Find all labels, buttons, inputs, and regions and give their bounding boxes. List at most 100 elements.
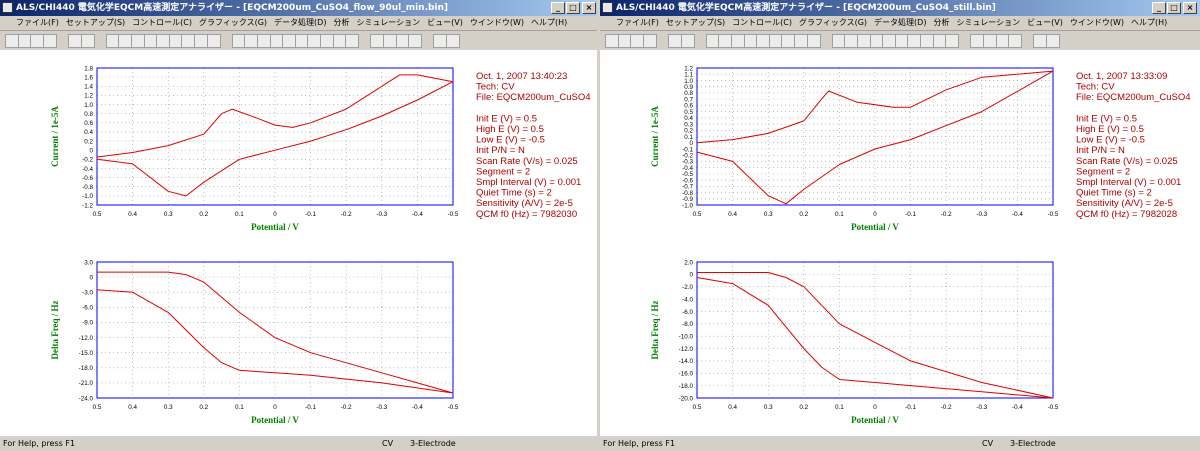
status-help: For Help, press F1	[3, 439, 76, 448]
menu-item[interactable]: データ処理(D)	[874, 18, 927, 27]
menu-item[interactable]: セットアップ(S)	[65, 18, 126, 27]
y-tick-label: -18.0	[679, 383, 694, 390]
tool-button[interactable]	[1008, 34, 1023, 48]
status-mode: CV	[382, 439, 394, 448]
x-tick-label: -0.2	[341, 211, 352, 218]
maximize[interactable]: □	[566, 2, 580, 14]
x-tick-label: -0.1	[305, 404, 316, 411]
tool-button[interactable]	[806, 34, 821, 48]
y-tick-label: -0.6	[82, 175, 93, 182]
y-tick-label: 1.1	[684, 72, 693, 79]
x-tick-label: 0	[873, 404, 877, 411]
menu-item[interactable]: ヘルプ(H)	[1131, 18, 1168, 27]
y-tick-label: -1.2	[82, 202, 93, 209]
x-tick-label: 0.1	[235, 404, 244, 411]
menu-item[interactable]: ウインドウ(W)	[469, 18, 525, 27]
menu-item[interactable]: ファイル(F)	[16, 18, 59, 27]
y-tick-label: -0.8	[682, 190, 693, 197]
x-tick-label: -0.2	[941, 211, 952, 218]
menu-item[interactable]: シミュレーション	[356, 18, 421, 27]
y-tick-label: 0.5	[684, 109, 693, 116]
tool-button[interactable]	[408, 34, 423, 48]
menu-item[interactable]: 分析	[333, 18, 350, 27]
y-tick-label: 0.4	[684, 115, 693, 122]
menu-item[interactable]: ビュー(V)	[1027, 18, 1063, 27]
y-tick-label: 0.3	[684, 121, 693, 128]
y-tick-label: 0.8	[684, 90, 693, 97]
app-window: ALS/CHI440 電気化学EQCM高速測定アナライザー - [EQCM200…	[0, 0, 597, 451]
x-axis-title: Potential / V	[851, 415, 899, 425]
y-tick-label: 0.8	[84, 111, 93, 118]
x-tick-label: 0.5	[93, 211, 102, 218]
x-tick-label: -0.5	[448, 211, 459, 218]
y-tick-label: 3.0	[84, 259, 93, 266]
menu-bar: ファイル(F) セットアップ(S) コントロール(C) グラフィックス(G) データ処理…	[0, 16, 597, 31]
y-tick-label: -8.0	[682, 321, 693, 328]
menu-item[interactable]: セットアップ(S)	[665, 18, 726, 27]
plot-frame	[696, 67, 1054, 206]
x-tick-label: -0.5	[448, 404, 459, 411]
minimize[interactable]: _	[551, 2, 565, 14]
info-line: Tech: CV	[1076, 82, 1115, 93]
minimize[interactable]: _	[1152, 2, 1166, 14]
menu-item[interactable]: ビュー(V)	[427, 18, 463, 27]
y-tick-label: 0.1	[684, 134, 693, 141]
menu-item[interactable]: ウインドウ(W)	[1069, 18, 1125, 27]
x-tick-label: 0.1	[835, 404, 844, 411]
info-line: High E (V) = 0.5	[476, 124, 544, 135]
x-tick-label: 0.2	[799, 404, 808, 411]
close[interactable]: ×	[1183, 2, 1197, 14]
menu-item[interactable]: データ処理(D)	[274, 18, 327, 27]
x-tick-label: 0.1	[235, 211, 244, 218]
tool-button[interactable]	[680, 34, 695, 48]
menu-item[interactable]: コントロール(C)	[732, 18, 792, 27]
menu-item[interactable]: 分析	[933, 18, 950, 27]
menu-item[interactable]: ヘルプ(H)	[531, 18, 568, 27]
info-line: Low E (V) = -0.5	[476, 135, 545, 146]
y-tick-label: -0.6	[682, 177, 693, 184]
status-mode: CV	[982, 439, 994, 448]
info-line: Oct. 1, 2007 13:33:09	[1076, 71, 1167, 82]
menu-item[interactable]: グラフィックス(G)	[199, 18, 268, 27]
tool-button[interactable]	[80, 34, 95, 48]
info-line: Smpl Interval (V) = 0.001	[1076, 177, 1181, 188]
tool-button[interactable]	[446, 34, 460, 48]
x-tick-label: 0.2	[199, 404, 208, 411]
y-tick-label: -3.0	[82, 290, 93, 297]
y-tick-label: -1.0	[682, 202, 693, 209]
y-tick-label: -0.3	[682, 159, 693, 166]
data-curve	[96, 271, 454, 394]
info-line: Init E (V) = 0.5	[476, 113, 537, 124]
menu-item[interactable]: シミュレーション	[956, 18, 1021, 27]
x-tick-label: 0.4	[128, 211, 137, 218]
tool-button[interactable]	[206, 34, 221, 48]
y-tick-label: 0.9	[684, 84, 693, 91]
info-line: Low E (V) = -0.5	[1076, 135, 1145, 146]
y-tick-label: -0.5	[682, 171, 693, 178]
tool-button[interactable]	[945, 34, 960, 48]
y-tick-label: -0.9	[682, 196, 693, 203]
x-tick-label: 0.3	[764, 211, 773, 218]
x-tick-label: -0.4	[1012, 404, 1023, 411]
info-line: Sensitivity (A/V) = 2e-5	[476, 198, 573, 209]
tool-button[interactable]	[42, 34, 57, 48]
tool-button[interactable]	[1046, 34, 1060, 48]
info-line: QCM f0 (Hz) = 7982030	[476, 209, 577, 220]
y-tick-label: 0.2	[84, 138, 93, 145]
data-curve	[96, 74, 454, 197]
y-tick-label: 1.0	[84, 102, 93, 109]
x-tick-label: 0	[273, 211, 277, 218]
tool-button[interactable]	[642, 34, 657, 48]
tool-button[interactable]	[345, 34, 360, 48]
status-electrode: 3-Electrode	[410, 439, 456, 448]
y-tick-label: -20.0	[679, 395, 694, 402]
info-line: Tech: CV	[476, 82, 515, 93]
close[interactable]: ×	[582, 2, 596, 14]
y-tick-label: -0.4	[682, 165, 693, 172]
y-tick-label: 0.2	[684, 128, 693, 135]
menu-item[interactable]: コントロール(C)	[132, 18, 192, 27]
menu-item[interactable]: グラフィックス(G)	[799, 18, 868, 27]
menu-item[interactable]: ファイル(F)	[616, 18, 659, 27]
maximize[interactable]: □	[1167, 2, 1181, 14]
y-tick-label: 1.8	[84, 65, 93, 72]
